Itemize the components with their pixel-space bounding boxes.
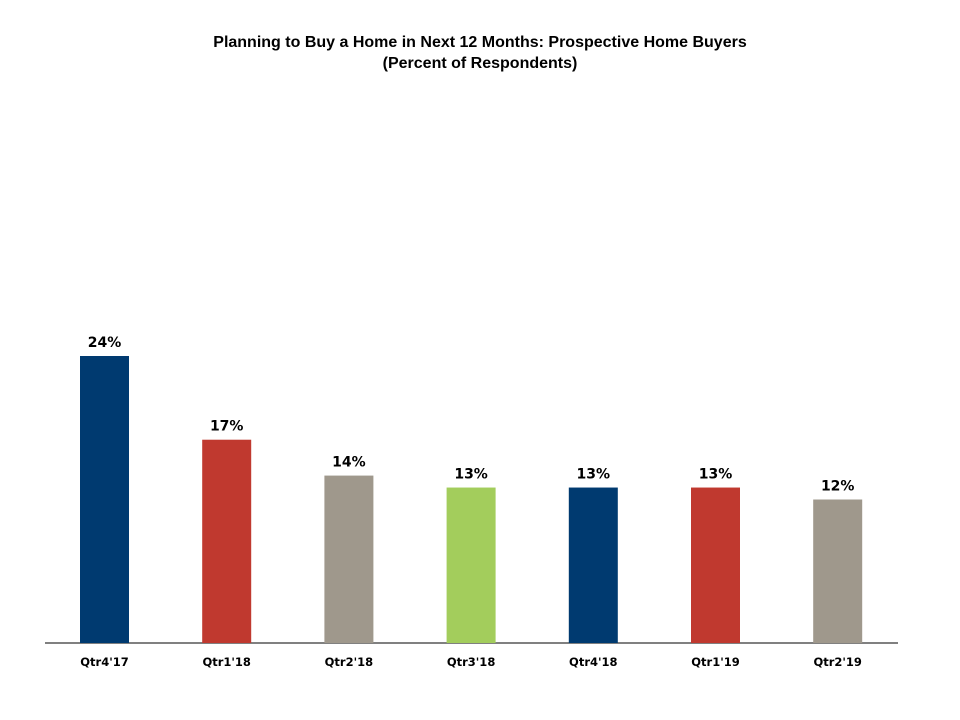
bar-4 [568, 487, 618, 643]
x-tick-label-0: Qtr4'17 [80, 655, 128, 669]
bar-5 [691, 487, 740, 643]
bar-6 [813, 499, 863, 643]
x-tick-label-3: Qtr3'18 [447, 655, 495, 669]
data-label-4: 13% [577, 467, 611, 483]
data-label-3: 13% [454, 467, 488, 483]
bar-3 [446, 487, 496, 643]
data-label-1: 17% [210, 419, 244, 435]
data-label-5: 13% [699, 467, 733, 483]
chart-subtitle: (Percent of Respondents) [382, 55, 578, 72]
chart-title: Planning to Buy a Home in Next 12 Months… [213, 34, 747, 51]
data-label-0: 24% [88, 335, 122, 351]
bar-1 [202, 439, 252, 643]
x-tick-label-6: Qtr2'19 [813, 655, 861, 669]
bar-0 [80, 356, 129, 643]
x-tick-label-2: Qtr2'18 [325, 655, 373, 669]
x-tick-label-5: Qtr1'19 [691, 655, 739, 669]
data-label-2: 14% [332, 455, 366, 471]
data-label-6: 12% [821, 479, 855, 495]
bar-2 [324, 475, 374, 643]
x-tick-label-4: Qtr4'18 [569, 655, 617, 669]
x-tick-label-1: Qtr1'18 [202, 655, 250, 669]
